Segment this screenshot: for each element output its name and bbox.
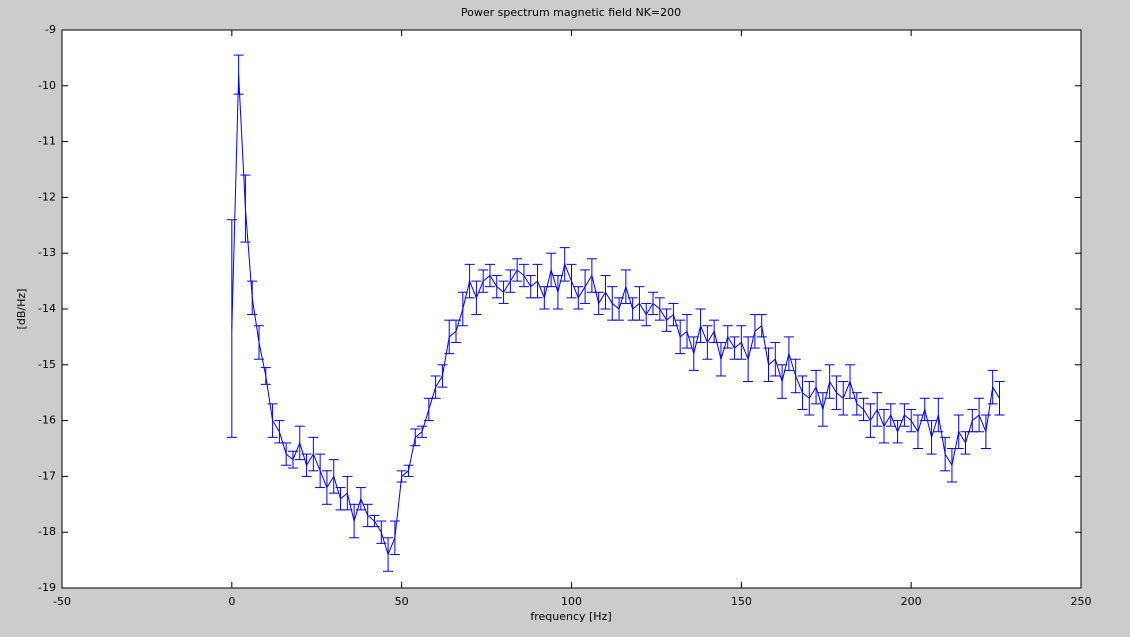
x-tick-label: 50 xyxy=(395,595,409,608)
x-tick-label: 0 xyxy=(228,595,235,608)
x-tick-label: -50 xyxy=(53,595,71,608)
x-tick-label: 150 xyxy=(731,595,752,608)
chart-title: Power spectrum magnetic field NK=200 xyxy=(461,6,681,19)
x-tick-label: 100 xyxy=(561,595,582,608)
y-tick-label: -14 xyxy=(38,302,56,315)
y-tick-label: -12 xyxy=(38,190,56,203)
y-axis-label: [dB/Hz] xyxy=(15,289,28,330)
y-tick-label: -16 xyxy=(38,414,56,427)
x-tick-label: 250 xyxy=(1071,595,1092,608)
data-line xyxy=(231,74,1000,557)
y-tick-label: -19 xyxy=(38,581,56,594)
y-tick-label: -10 xyxy=(38,79,56,92)
y-tick-label: -17 xyxy=(38,469,56,482)
y-tick-label: -13 xyxy=(38,246,56,259)
x-tick-label: 200 xyxy=(901,595,922,608)
y-tick-label: -18 xyxy=(38,525,56,538)
plot-area xyxy=(61,29,1082,589)
x-axis-label: frequency [Hz] xyxy=(530,610,611,623)
y-tick-label: -9 xyxy=(45,23,56,36)
y-tick-label: -15 xyxy=(38,358,56,371)
y-tick-label: -11 xyxy=(38,135,56,148)
